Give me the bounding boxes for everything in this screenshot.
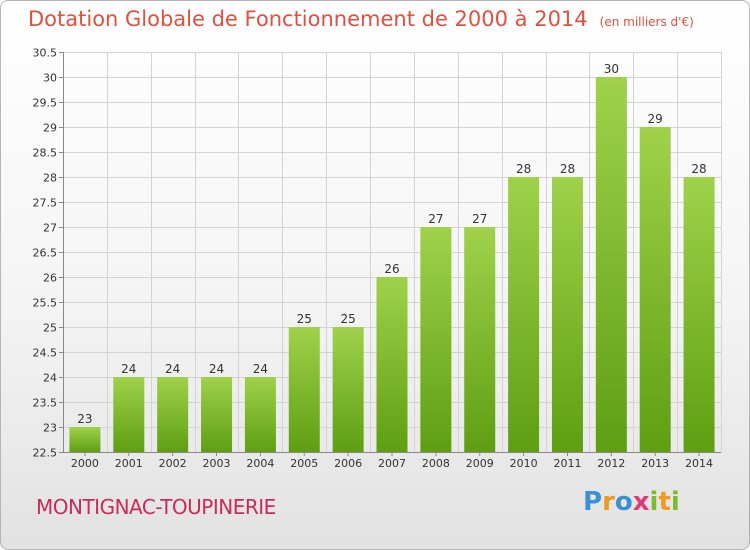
- y-tick-label: 28: [43, 172, 57, 185]
- chart-unit: (en milliers d'€): [599, 15, 694, 29]
- bar: [420, 227, 452, 452]
- data-label: 27: [428, 212, 443, 226]
- x-tick-label: 2001: [115, 457, 143, 470]
- data-label: 28: [691, 162, 706, 176]
- bar: [244, 377, 276, 452]
- labels: 22.5 23 23.5 24 24.5 25 25.5 26 26.5 27 27.5 28 28.5…: [33, 47, 714, 471]
- bar: [201, 377, 233, 452]
- x-tick-label: 2007: [378, 457, 406, 470]
- x-tick-label: 2002: [159, 457, 187, 470]
- y-tick-label: 26.5: [33, 247, 58, 260]
- y-tick-label: 28.5: [33, 147, 58, 160]
- y-tick-label: 25: [43, 322, 57, 335]
- data-label: 25: [297, 312, 312, 326]
- x-tick-label: 2000: [71, 457, 99, 470]
- y-tick-label: 27: [43, 222, 57, 235]
- x-tick-label: 2006: [334, 457, 362, 470]
- x-tick-label: 2010: [510, 457, 538, 470]
- bar: [464, 227, 496, 452]
- bar: [157, 377, 189, 452]
- x-tick-label: 2009: [466, 457, 494, 470]
- y-tick-label: 23: [43, 422, 57, 435]
- data-label: 27: [472, 212, 487, 226]
- data-label: 30: [604, 62, 619, 76]
- chart-title: Dotation Globale de Fonctionnement de 20…: [28, 7, 694, 31]
- bar: [288, 327, 320, 452]
- bar: [551, 177, 583, 452]
- bar: [639, 127, 671, 452]
- x-tick-label: 2004: [246, 457, 274, 470]
- y-tick-label: 29.5: [33, 97, 58, 110]
- data-label: 28: [516, 162, 531, 176]
- y-tick-label: 23.5: [33, 397, 58, 410]
- data-label: 24: [121, 362, 136, 376]
- data-label: 29: [648, 112, 663, 126]
- data-label: 23: [77, 412, 92, 426]
- axes: [59, 52, 721, 456]
- bar: [332, 327, 364, 452]
- bar: [376, 277, 408, 452]
- bar: [69, 427, 101, 452]
- bar: [508, 177, 540, 452]
- y-tick-label: 29: [43, 122, 57, 135]
- x-tick-label: 2012: [597, 457, 625, 470]
- data-label: 24: [165, 362, 180, 376]
- x-tick-label: 2003: [203, 457, 231, 470]
- data-label: 26: [384, 262, 399, 276]
- chart-title-text: Dotation Globale de Fonctionnement de 20…: [28, 7, 588, 31]
- commune-name: MONTIGNAC-TOUPINERIE: [36, 495, 276, 519]
- bar: [683, 177, 715, 452]
- bar: [595, 77, 627, 452]
- y-tick-label: 24.5: [33, 347, 58, 360]
- data-label: 24: [253, 362, 268, 376]
- y-tick-label: 30: [43, 72, 57, 85]
- x-tick-label: 2011: [553, 457, 581, 470]
- proxiti-logo: Proxiti: [583, 487, 680, 517]
- bar: [113, 377, 145, 452]
- y-tick-label: 30.5: [33, 47, 58, 60]
- bars: [69, 77, 715, 452]
- data-label: 25: [340, 312, 355, 326]
- x-tick-label: 2014: [685, 457, 713, 470]
- data-label: 24: [209, 362, 224, 376]
- x-tick-label: 2008: [422, 457, 450, 470]
- y-tick-label: 22.5: [33, 447, 58, 460]
- x-tick-label: 2005: [290, 457, 318, 470]
- data-label: 28: [560, 162, 575, 176]
- y-tick-label: 24: [43, 372, 57, 385]
- y-tick-label: 27.5: [33, 197, 58, 210]
- y-tick-label: 25.5: [33, 297, 58, 310]
- y-tick-label: 26: [43, 272, 57, 285]
- x-tick-label: 2013: [641, 457, 669, 470]
